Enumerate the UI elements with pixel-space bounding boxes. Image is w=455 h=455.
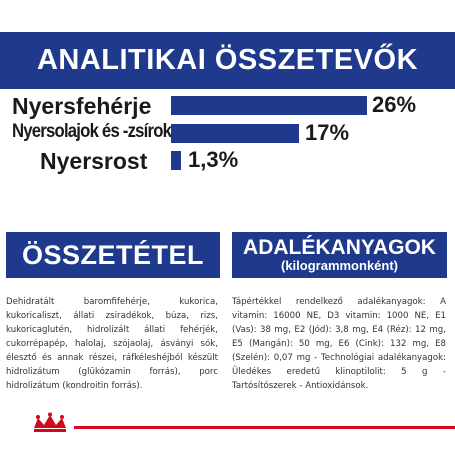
additives-header: ADALÉKANYAGOK (kilogrammonként)	[232, 232, 447, 278]
analytical-title: ANALITIKAI ÖSSZETEVŐK	[36, 44, 419, 76]
nutrient-label-fat: Nyersolajok és -zsírok	[12, 121, 172, 142]
additives-text: Tápértékkel rendelkező adalékanyagok: A …	[232, 297, 446, 391]
nutrient-value-fat: 17%	[305, 120, 350, 145]
nutrient-label-protein: Nyersfehérje	[12, 93, 152, 119]
additives-title: ADALÉKANYAGOK	[243, 236, 436, 259]
additives-subtitle: (kilogrammonként)	[280, 258, 398, 273]
bottom-red-line	[74, 426, 455, 429]
nutrient-bar-fat	[171, 124, 299, 143]
nutrient-bar-protein	[171, 96, 367, 115]
composition-header: ÖSSZETÉTEL	[6, 232, 220, 278]
nutrient-label-fiber: Nyersrost	[40, 148, 148, 174]
nutrient-value-protein: 26%	[372, 92, 417, 117]
composition-title: ÖSSZETÉTEL	[21, 239, 205, 270]
royal-canin-logo-icon	[34, 412, 66, 432]
composition-text: Dehidratált baromfifehérje, kukorica, ku…	[6, 297, 218, 391]
nutrient-value-fiber: 1,3%	[188, 147, 239, 172]
analytical-header: ANALITIKAI ÖSSZETEVŐK	[0, 32, 455, 89]
nutrient-bar-fiber	[171, 151, 181, 170]
